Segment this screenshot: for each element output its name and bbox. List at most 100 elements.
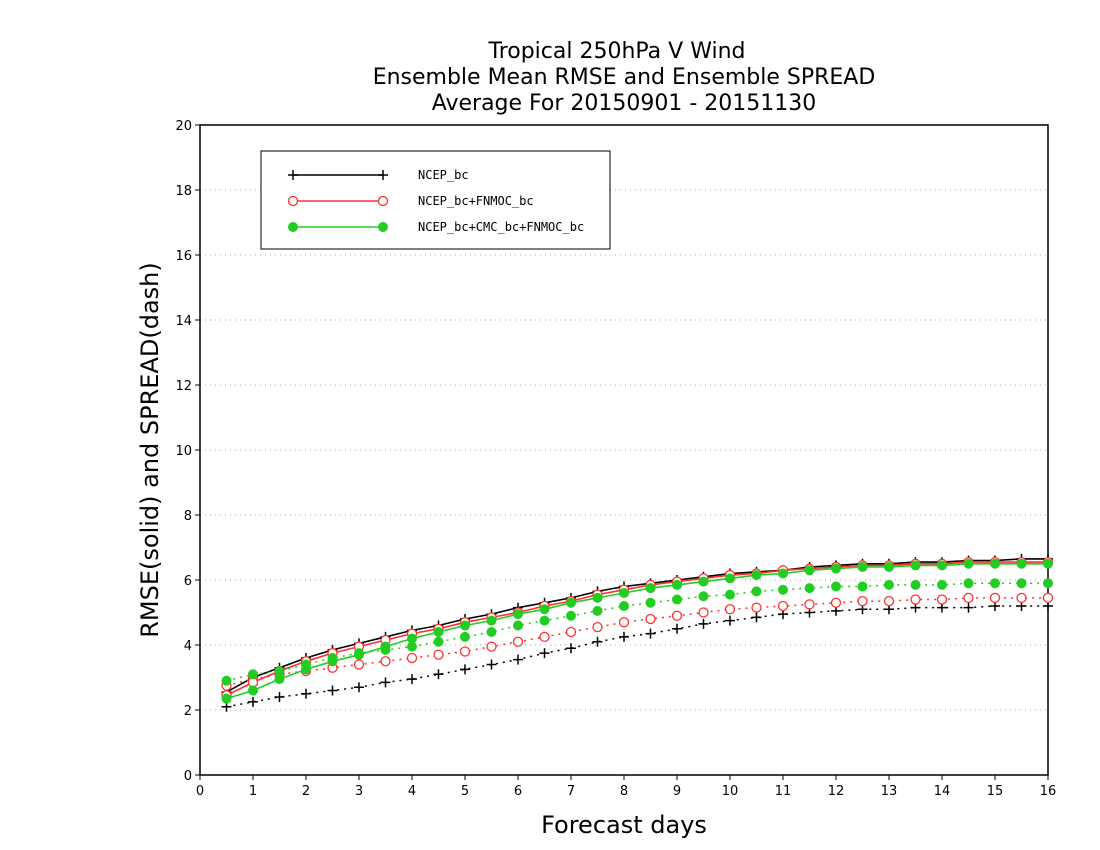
spread-point [724, 604, 736, 615]
spread-point [698, 591, 709, 602]
spread-line [226, 597, 1048, 687]
spread-point [619, 631, 629, 642]
legend-entry: NCEP_bc [288, 168, 469, 182]
spread-point [751, 586, 762, 597]
rmse-point [990, 558, 1000, 569]
data-series [221, 553, 1054, 712]
spread-point [513, 654, 523, 665]
spread-point [831, 581, 841, 592]
series-2 [221, 558, 1053, 704]
spread-point [354, 682, 364, 693]
y-tick-label: 4 [184, 639, 192, 654]
rmse-point [725, 573, 735, 584]
spread-point [778, 584, 788, 595]
spread-point [698, 607, 709, 618]
legend-marker [378, 170, 388, 180]
spread-point [645, 628, 656, 639]
rmse-point [857, 562, 868, 572]
spread-point [857, 581, 868, 592]
spread-point [353, 659, 365, 670]
rmse-point [910, 560, 921, 571]
spread-point [539, 631, 550, 643]
y-tick-label: 0 [184, 769, 192, 784]
spread-point [592, 605, 603, 616]
x-tick-label: 12 [828, 784, 845, 799]
spread-point [327, 685, 338, 696]
series-1 [221, 556, 1054, 701]
x-tick-label: 3 [355, 784, 363, 799]
spread-point [1042, 592, 1054, 604]
spread-point [1016, 592, 1027, 604]
spread-point [910, 579, 921, 590]
rmse-point [486, 615, 497, 626]
legend-label: NCEP_bc+CMC_bc+FNMOC_bc [418, 220, 584, 234]
spread-point [221, 675, 232, 686]
spread-point [963, 578, 974, 589]
rmse-point [645, 583, 656, 594]
title-line-1: Tropical 250hPa V Wind [487, 39, 745, 64]
spread-point [433, 649, 444, 660]
spread-point [513, 620, 523, 631]
spread-point [910, 594, 921, 605]
x-tick-label: 16 [1040, 784, 1057, 799]
spread-point [486, 627, 497, 637]
y-tick-label: 16 [175, 249, 192, 264]
spread-point [380, 656, 391, 667]
spread-point [804, 599, 815, 610]
y-tick-label: 8 [184, 509, 192, 524]
spread-point [1043, 578, 1053, 589]
y-tick-label: 12 [175, 379, 192, 394]
spread-point [672, 594, 682, 605]
spread-point [936, 594, 948, 605]
spread-point [857, 595, 868, 607]
legend-label: NCEP_bc+FNMOC_bc [418, 194, 534, 208]
rmse-point [804, 565, 815, 576]
y-axis-title: RMSE(solid) and SPREAD(dash) [136, 262, 164, 638]
legend-box [260, 150, 611, 250]
legend-marker [378, 222, 388, 232]
legend-marker [287, 195, 299, 207]
legend-marker [377, 195, 389, 207]
x-tick-label: 4 [408, 784, 416, 799]
x-tick-label: 7 [567, 784, 575, 799]
x-tick-label: 15 [987, 784, 1004, 799]
x-tick-label: 1 [249, 784, 257, 799]
x-tick-label: 0 [196, 784, 204, 799]
y-axis: 0 2 4 6 8 10 12 14 16 18 20 [175, 119, 200, 784]
rmse-point [592, 592, 603, 603]
spread-point [539, 615, 550, 626]
rmse-point [407, 633, 417, 644]
spread-point [274, 692, 285, 702]
spread-point [565, 626, 577, 638]
spread-point [883, 595, 895, 607]
rmse-point [778, 568, 788, 579]
spread-point [301, 688, 311, 699]
legend-marker [288, 222, 298, 232]
rmse-point [513, 609, 523, 620]
rmse-point [963, 558, 974, 569]
spread-point [380, 677, 391, 688]
spread-point [698, 618, 709, 629]
rmse-point [751, 570, 762, 581]
rmse-point [221, 693, 232, 704]
spread-point [989, 592, 1001, 604]
spread-point [725, 615, 735, 626]
rmse-point [301, 664, 311, 675]
rmse-point [619, 588, 629, 598]
legend-entry: NCEP_bc+CMC_bc+FNMOC_bc [288, 220, 584, 234]
y-tick-label: 18 [175, 184, 192, 199]
chart-title: Tropical 250hPa V Wind Ensemble Mean RMS… [373, 39, 876, 116]
spread-point [645, 613, 656, 625]
spread-point [751, 602, 762, 613]
spread-point [937, 579, 947, 590]
rmse-point [831, 563, 841, 574]
rmse-point [539, 604, 550, 615]
legend-label: NCEP_bc [418, 168, 469, 182]
legend-entry: NCEP_bc+FNMOC_bc [287, 194, 534, 208]
x-tick-label: 14 [934, 784, 951, 799]
x-axis-title: Forecast days [541, 811, 707, 839]
x-tick-label: 10 [722, 784, 739, 799]
y-tick-label: 20 [175, 119, 192, 134]
y-tick-label: 10 [175, 444, 192, 459]
rmse-point [1043, 558, 1053, 569]
